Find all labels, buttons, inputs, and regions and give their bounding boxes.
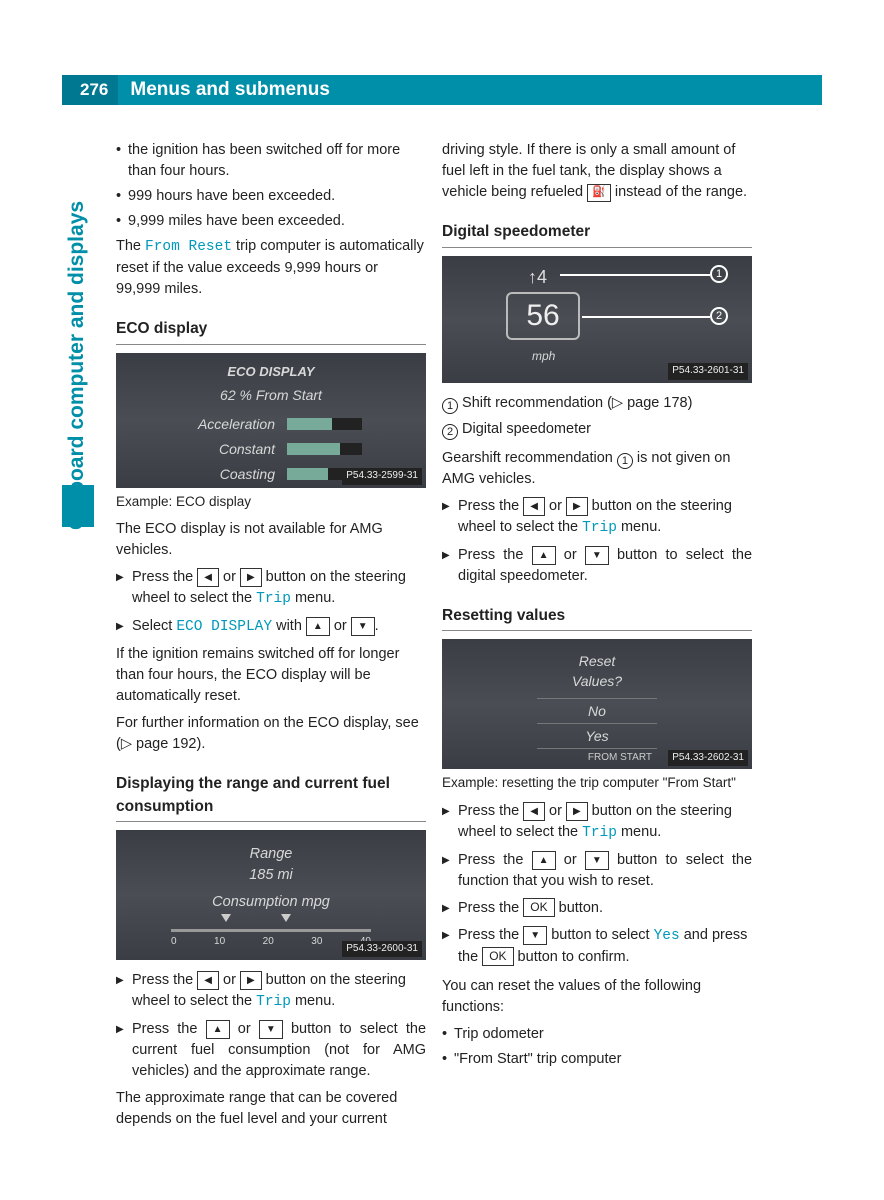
paragraph: You can reset the values of the followin… [442, 976, 752, 1018]
panel-code: P54.33-2601-31 [668, 363, 748, 380]
heading-eco-display: ECO display [116, 318, 426, 344]
term-trip: Trip [582, 825, 617, 841]
heading-resetting-values: Resetting values [442, 605, 752, 631]
side-label: On-board computer and displays [62, 140, 94, 530]
bullet: 999 hours have been exceeded. [116, 186, 426, 207]
speedometer-panel: ↑4 56 mph 1 2 P54.33-2601-31 [442, 256, 752, 383]
step: Press the ▲ or ▼ button to select the cu… [116, 1019, 426, 1082]
page-header: 276 Menus and submenus [62, 75, 822, 105]
paragraph: Gearshift recommendation 1 is not given … [442, 448, 752, 490]
right-arrow-key: ▶ [566, 802, 588, 821]
down-arrow-key: ▼ [351, 617, 375, 636]
down-arrow-key: ▼ [585, 851, 609, 870]
heading-digital-speedo: Digital speedometer [442, 221, 752, 247]
left-arrow-key: ◀ [197, 971, 219, 990]
step: Press the ◀ or ▶ button on the steering … [442, 801, 752, 844]
left-arrow-key: ◀ [523, 497, 545, 516]
caption: Example: ECO display [116, 492, 426, 512]
term-yes: Yes [654, 928, 680, 944]
eco-display-panel: ECO DISPLAY 62 % From Start Acceleration… [116, 353, 426, 488]
up-arrow-key: ▲ [532, 546, 556, 565]
down-arrow-key: ▼ [523, 926, 547, 945]
paragraph: driving style. If there is only a small … [442, 140, 752, 203]
paragraph: The ECO display is not available for AMG… [116, 519, 426, 561]
ok-key: OK [482, 947, 513, 966]
term-trip: Trip [256, 591, 291, 607]
left-column: the ignition has been switched off for m… [116, 140, 426, 1136]
side-tab: On-board computer and displays [62, 140, 94, 530]
scale-ticks: 010203040 [171, 935, 371, 950]
step: Press the ◀ or ▶ button on the steering … [116, 970, 426, 1013]
heading-range: Displaying the range and current fuel co… [116, 773, 426, 822]
bullet: "From Start" trip computer [442, 1049, 752, 1070]
step: Press the ◀ or ▶ button on the steering … [116, 567, 426, 610]
paragraph: If the ignition remains switched off for… [116, 644, 426, 707]
step: Press the ▼ button to select Yes and pre… [442, 925, 752, 968]
legend-item: 2 Digital speedometer [442, 419, 752, 440]
step: Press the ◀ or ▶ button on the steering … [442, 496, 752, 539]
paragraph: The From Reset trip computer is automati… [116, 236, 426, 300]
right-column: driving style. If there is only a small … [442, 140, 752, 1074]
right-arrow-key: ▶ [566, 497, 588, 516]
reset-values-panel: Reset Values? No Yes FROM START P54.33-2… [442, 639, 752, 769]
panel-code: P54.33-2600-31 [342, 941, 422, 958]
caption: Example: resetting the trip computer "Fr… [442, 773, 752, 793]
up-arrow-key: ▲ [206, 1020, 230, 1039]
paragraph: For further information on the ECO displ… [116, 713, 426, 755]
up-arrow-key: ▲ [532, 851, 556, 870]
page-number: 276 [62, 75, 118, 105]
right-arrow-key: ▶ [240, 568, 262, 587]
step: Press the OK button. [442, 898, 752, 919]
step: Press the ▲ or ▼ button to select the di… [442, 545, 752, 587]
step: Press the ▲ or ▼ button to select the fu… [442, 850, 752, 892]
up-arrow-key: ▲ [306, 617, 330, 636]
bullet: Trip odometer [442, 1024, 752, 1045]
down-arrow-key: ▼ [585, 546, 609, 565]
legend-item: 1 Shift recommendation (▷ page 178) [442, 393, 752, 414]
term-from-reset: From Reset [145, 239, 232, 255]
ok-key: OK [523, 898, 554, 917]
range-display-panel: Range 185 mi Consumption mpg 010203040 P… [116, 830, 426, 960]
left-arrow-key: ◀ [197, 568, 219, 587]
bullet: 9,999 miles have been exceeded. [116, 211, 426, 232]
term-trip: Trip [256, 994, 291, 1010]
term-eco-display: ECO DISPLAY [176, 619, 272, 635]
paragraph: The approximate range that can be covere… [116, 1088, 426, 1130]
left-arrow-key: ◀ [523, 802, 545, 821]
right-arrow-key: ▶ [240, 971, 262, 990]
page-title: Menus and submenus [118, 76, 330, 104]
step: Select ECO DISPLAY with ▲ or ▼. [116, 616, 426, 638]
bullet: the ignition has been switched off for m… [116, 140, 426, 182]
panel-code: P54.33-2599-31 [342, 468, 422, 485]
term-trip: Trip [582, 520, 617, 536]
down-arrow-key: ▼ [259, 1020, 283, 1039]
fuel-icon: ⛽ [587, 184, 611, 202]
side-color-block [62, 485, 94, 527]
panel-code: P54.33-2602-31 [668, 750, 748, 767]
